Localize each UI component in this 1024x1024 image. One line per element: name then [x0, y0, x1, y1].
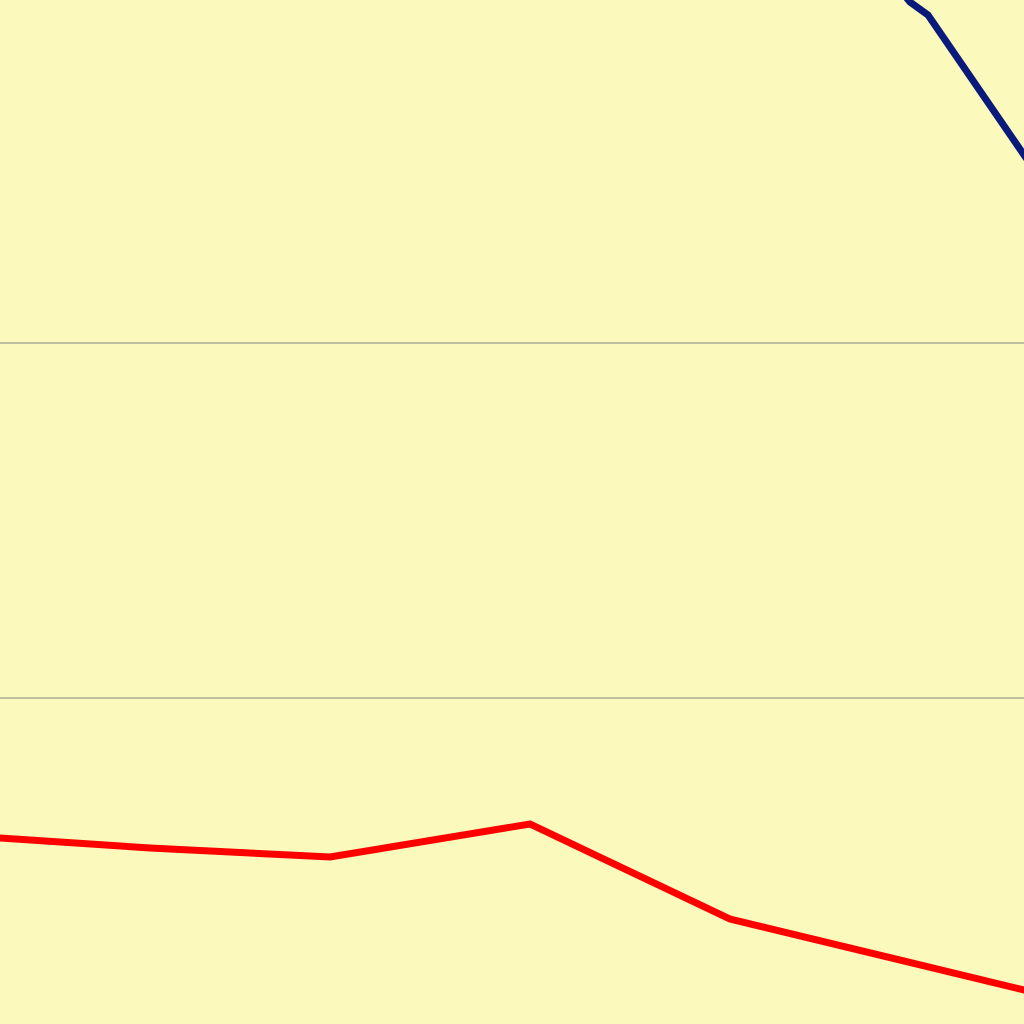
line-chart: [0, 0, 1024, 1024]
chart-background: [0, 0, 1024, 1024]
